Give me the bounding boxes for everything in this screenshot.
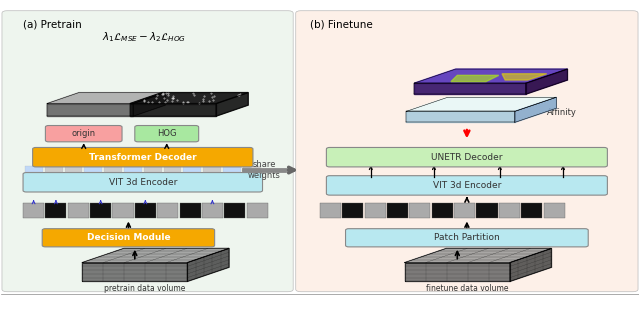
Polygon shape bbox=[404, 263, 510, 281]
Polygon shape bbox=[510, 249, 552, 281]
Polygon shape bbox=[414, 69, 568, 83]
Bar bbox=[113, 203, 134, 218]
Bar bbox=[342, 203, 364, 218]
Bar bbox=[90, 203, 111, 218]
Bar bbox=[68, 203, 89, 218]
Text: (a) Pretrain: (a) Pretrain bbox=[23, 19, 82, 29]
Text: VIT 3d Encoder: VIT 3d Encoder bbox=[109, 178, 177, 187]
Bar bbox=[521, 203, 542, 218]
Polygon shape bbox=[133, 93, 165, 116]
Bar bbox=[365, 203, 386, 218]
Bar bbox=[476, 203, 497, 218]
FancyBboxPatch shape bbox=[296, 11, 638, 292]
Text: $\lambda_1\mathcal{L}_{MSE} - \lambda_2\mathcal{L}_{HOG}$: $\lambda_1\mathcal{L}_{MSE} - \lambda_2\… bbox=[102, 30, 186, 44]
Bar bbox=[243, 166, 260, 172]
Text: Transformer Decoder: Transformer Decoder bbox=[89, 153, 196, 162]
Bar bbox=[144, 166, 162, 172]
FancyBboxPatch shape bbox=[33, 147, 253, 167]
Polygon shape bbox=[526, 69, 568, 94]
Text: pretrain data volume: pretrain data volume bbox=[104, 284, 185, 293]
Text: Affinity: Affinity bbox=[547, 108, 577, 117]
Bar bbox=[65, 166, 83, 172]
Bar bbox=[164, 166, 181, 172]
Bar bbox=[45, 203, 67, 218]
Polygon shape bbox=[216, 93, 248, 116]
Bar bbox=[84, 166, 102, 172]
Polygon shape bbox=[188, 249, 229, 281]
Bar bbox=[23, 203, 44, 218]
Text: HOG: HOG bbox=[157, 129, 177, 138]
Bar bbox=[157, 203, 178, 218]
Bar bbox=[25, 166, 43, 172]
Text: weights: weights bbox=[248, 171, 281, 180]
Polygon shape bbox=[406, 97, 556, 112]
FancyBboxPatch shape bbox=[45, 125, 122, 142]
Bar bbox=[45, 166, 63, 172]
Bar bbox=[454, 203, 475, 218]
FancyBboxPatch shape bbox=[326, 147, 607, 167]
Text: Patch Partition: Patch Partition bbox=[434, 233, 500, 242]
Bar bbox=[223, 166, 241, 172]
Polygon shape bbox=[47, 104, 133, 116]
Polygon shape bbox=[82, 263, 188, 281]
FancyBboxPatch shape bbox=[326, 176, 607, 195]
Bar bbox=[179, 203, 200, 218]
Text: finetune data volume: finetune data volume bbox=[426, 284, 508, 293]
Text: (b) Finetune: (b) Finetune bbox=[310, 19, 373, 29]
Polygon shape bbox=[414, 83, 526, 94]
Bar bbox=[135, 203, 156, 218]
Bar bbox=[183, 166, 201, 172]
Bar bbox=[387, 203, 408, 218]
Text: share: share bbox=[253, 160, 276, 169]
FancyBboxPatch shape bbox=[2, 11, 293, 292]
Polygon shape bbox=[451, 75, 499, 82]
Bar bbox=[499, 203, 520, 218]
Bar bbox=[203, 166, 221, 172]
Polygon shape bbox=[515, 97, 556, 122]
FancyBboxPatch shape bbox=[23, 173, 262, 192]
Polygon shape bbox=[404, 249, 552, 263]
Polygon shape bbox=[130, 93, 248, 104]
Polygon shape bbox=[406, 112, 515, 122]
Text: Decision Module: Decision Module bbox=[86, 233, 170, 242]
Bar bbox=[543, 203, 564, 218]
Bar bbox=[124, 166, 142, 172]
Polygon shape bbox=[82, 249, 229, 263]
Bar bbox=[432, 203, 453, 218]
Polygon shape bbox=[502, 74, 547, 80]
Text: UNETR Decoder: UNETR Decoder bbox=[431, 153, 502, 162]
FancyBboxPatch shape bbox=[42, 229, 214, 247]
FancyBboxPatch shape bbox=[135, 125, 198, 142]
FancyBboxPatch shape bbox=[346, 229, 588, 247]
Text: origin: origin bbox=[72, 129, 96, 138]
Bar bbox=[104, 166, 122, 172]
Bar bbox=[410, 203, 431, 218]
Polygon shape bbox=[47, 93, 165, 104]
Text: VIT 3d Encoder: VIT 3d Encoder bbox=[433, 181, 501, 190]
Bar bbox=[320, 203, 341, 218]
Bar bbox=[246, 203, 268, 218]
Bar bbox=[202, 203, 223, 218]
Bar bbox=[224, 203, 245, 218]
Polygon shape bbox=[130, 104, 216, 116]
